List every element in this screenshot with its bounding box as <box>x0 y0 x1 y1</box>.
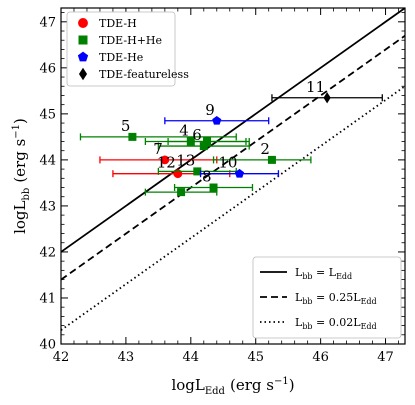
y-axis-title-ylabel: logL <box>11 200 29 233</box>
y-axis-title-ylabel-unit: (erg s <box>11 139 29 183</box>
legend-marker-circle <box>78 18 88 28</box>
data-point-square <box>128 132 137 141</box>
y-axis-title-ylabel-unit-close: ) <box>11 118 29 124</box>
data-point-square <box>203 137 212 146</box>
marker-legend-box <box>66 11 176 87</box>
legend-line-label-sub2: Edd <box>361 297 377 306</box>
y-tick-label: 44 <box>39 153 56 168</box>
legend-line-label-eq: = L <box>313 266 337 279</box>
legend-line-label: Lbb = 0.02LEdd <box>295 316 377 331</box>
legend-marker-square <box>78 35 88 45</box>
point-label: 8 <box>202 168 212 186</box>
point-label: 2 <box>260 140 270 158</box>
x-axis-title-xlabel-unit-close: ) <box>289 376 295 394</box>
line-legend-box <box>252 256 402 339</box>
point-label: 7 <box>153 140 163 158</box>
point-label: 12 <box>157 154 176 172</box>
data-point-square <box>177 188 186 197</box>
legend-line-label-sub2: Edd <box>361 322 377 331</box>
data-point-pentagon <box>234 168 245 178</box>
x-tick-label: 43 <box>118 350 135 365</box>
y-tick-label: 40 <box>39 338 56 353</box>
point-label: 10 <box>218 154 237 172</box>
legend-line-label-sub2: Edd <box>336 272 352 281</box>
plot-content <box>61 8 405 331</box>
x-axis-title-xlabel-unit-sup: −1 <box>274 376 289 387</box>
x-axis-title-xlabel-unit: (erg s <box>230 376 274 394</box>
legend-entry-label: TDE-H <box>99 17 137 30</box>
legend-line-label-sub: bb <box>302 272 312 281</box>
y-axis-title-ylabel-sub: bb <box>21 188 32 201</box>
legend-entry-label: TDE-H+He <box>99 34 162 47</box>
y-tick-label: 47 <box>39 15 56 30</box>
legend-line-label-sub: bb <box>302 322 312 331</box>
y-axis-title-ylabel-unit-sup: −1 <box>11 124 22 139</box>
marker-legend: TDE-H TDE-H+He TDE-He TDE-featureless <box>66 11 189 87</box>
x-axis-title: logLEdd (erg s−1) <box>171 376 294 397</box>
y-tick-label: 46 <box>39 61 56 76</box>
x-axis-title-xlabel: logL <box>171 376 204 394</box>
y-tick-label: 41 <box>39 291 56 306</box>
data-point-square <box>193 167 202 176</box>
point-labels: 712 5 4 6 2 13 8 9 10 11 <box>121 78 325 186</box>
point-label: 13 <box>176 151 195 169</box>
data-point-square <box>267 155 276 164</box>
x-tick-label: 44 <box>183 350 200 365</box>
x-tick-label: 47 <box>377 350 394 365</box>
point-label: 11 <box>306 78 325 96</box>
y-tick-label: 42 <box>39 245 56 260</box>
data-point-square <box>199 142 208 151</box>
legend-marker-pentagon <box>77 51 89 62</box>
x-tick-label: 45 <box>247 350 264 365</box>
legend-line-label-eq: = 0.02L <box>313 316 362 329</box>
axis-titles: logLEdd (erg s−1)logLbb(erg s−1) <box>11 118 295 397</box>
y-tick-label: 43 <box>39 199 56 214</box>
data-point-diamond <box>323 92 331 104</box>
point-label: 4 <box>179 121 189 139</box>
legend-line-label-eq: = 0.25L <box>313 291 362 304</box>
axes-frame <box>60 7 406 345</box>
legend-line-label: Lbb = LEdd <box>295 266 352 281</box>
point-label: 9 <box>205 101 215 119</box>
y-axis-title: logLbb (erg s−1) <box>11 118 32 234</box>
x-tick-label: 42 <box>53 350 70 365</box>
reference-line-dashed <box>61 34 405 281</box>
reference-line-dotted <box>61 85 405 331</box>
legend-entry-label: TDE-featureless <box>99 68 189 81</box>
legend-line-label-main: L <box>295 266 303 279</box>
data-point-circle <box>160 155 170 165</box>
legend-marker-diamond <box>78 67 88 81</box>
legend-line-label: Lbb = 0.25LEdd <box>295 291 377 306</box>
point-label: 5 <box>121 117 131 135</box>
x-axis-title-xlabel-sub: Edd <box>205 386 226 397</box>
legend-line-label-main: L <box>295 291 303 304</box>
point-label: 6 <box>192 126 202 144</box>
reference-line-solid <box>61 8 405 253</box>
x-tick-label: 46 <box>312 350 329 365</box>
legend-line-label-main: L <box>295 316 303 329</box>
legend-line-label-sub: bb <box>302 297 312 306</box>
data-point-pentagon <box>212 115 222 125</box>
legend-entry-label: TDE-He <box>99 51 143 64</box>
data-point-square <box>209 183 218 192</box>
y-tick-label: 45 <box>39 107 56 122</box>
